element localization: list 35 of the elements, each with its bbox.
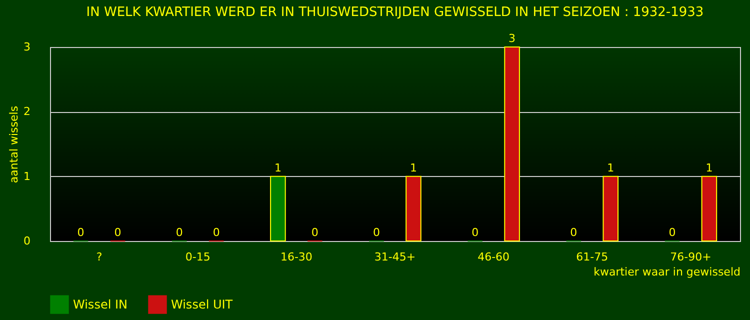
chart-title: IN WELK KWARTIER WERD ER IN THUISWEDSTRIJDEN GEWISSELD IN HET SEIZOEN : 1932-1933 [86,5,704,20]
data-label: 0 [77,226,84,239]
y-tick-label: 3 [24,40,30,54]
legend-label: Wissel UIT [171,298,234,312]
data-label: 0 [472,226,479,239]
x-tick-label: 0-15 [185,250,210,264]
data-label: 1 [706,161,713,174]
y-tick-label: 1 [24,170,30,183]
y-axis-title: aantal wissels [8,106,20,184]
y-tick-label: 0 [24,234,30,248]
data-label: 0 [311,226,318,239]
x-tick-label: 16-30 [280,250,312,264]
bar [701,176,718,242]
bar [504,46,520,242]
bar [406,176,422,242]
x-axis-title: kwartier waar in gewisseld [594,266,740,278]
x-tick-label: 46-60 [478,250,510,264]
data-label: 0 [570,226,578,239]
data-label: 3 [508,32,516,45]
x-tick-label: ? [96,250,102,264]
legend-label: Wissel IN [73,298,128,312]
data-label: 0 [176,226,183,239]
data-label: 0 [114,226,122,239]
x-tick-label: 31-45+ [374,250,416,264]
bar [602,176,619,242]
data-label: 0 [373,226,380,239]
data-label: 0 [212,226,220,239]
data-label: 1 [274,161,282,174]
bar [270,176,286,242]
data-label: 1 [607,161,614,174]
data-label: 0 [668,226,676,239]
x-tick-label: 61-75 [576,250,608,264]
y-tick-label: 2 [24,105,30,118]
data-label: 1 [410,161,417,174]
x-tick-label: 76-90+ [670,250,712,264]
